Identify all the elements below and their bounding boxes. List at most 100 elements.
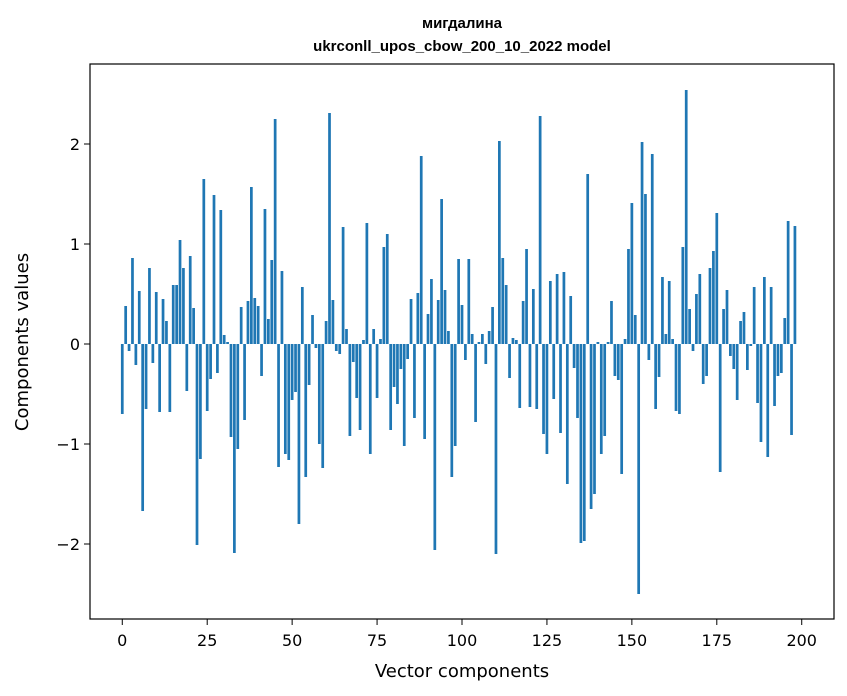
bar-component-83 (402, 344, 406, 446)
bar-component-1 (124, 306, 128, 344)
bar-component-43 (267, 319, 270, 344)
bar-component-86 (413, 344, 416, 418)
bar-component-155 (647, 344, 651, 360)
bar-component-84 (406, 344, 409, 359)
bar-component-22 (195, 344, 199, 545)
bar-component-110 (494, 344, 498, 554)
bar-component-106 (481, 334, 484, 344)
bar-component-78 (385, 234, 389, 344)
bar-component-67 (348, 344, 352, 436)
bar-component-96 (447, 331, 450, 344)
bar-component-20 (188, 256, 192, 344)
bar-component-180 (732, 344, 736, 369)
bar-component-41 (260, 344, 263, 376)
bar-component-97 (450, 344, 454, 477)
bar-component-32 (229, 344, 233, 437)
x-tick-label: 175 (702, 631, 733, 650)
bar-component-69 (355, 344, 359, 398)
bar-component-160 (664, 334, 668, 344)
bar-component-74 (372, 329, 376, 344)
bar-component-39 (253, 298, 257, 344)
bar-component-88 (419, 156, 423, 344)
bar-component-150 (630, 203, 634, 344)
bar-component-117 (518, 344, 522, 408)
y-tick-label: −2 (56, 535, 80, 554)
bar-component-190 (766, 344, 770, 457)
bar-component-48 (283, 344, 287, 454)
bar-component-13 (165, 321, 168, 344)
bar-component-79 (389, 344, 393, 430)
bar-component-27 (212, 195, 216, 344)
bar-component-8 (148, 268, 151, 344)
bar-component-157 (654, 344, 657, 409)
bar-component-194 (779, 344, 783, 373)
bar-component-164 (678, 344, 681, 414)
bar-component-196 (786, 221, 790, 344)
bar-component-30 (222, 335, 226, 344)
bar-component-76 (379, 339, 382, 344)
bar-component-183 (742, 312, 746, 344)
x-axis-label: Vector components (375, 661, 549, 682)
bar-component-40 (256, 306, 260, 344)
bar-component-65 (341, 227, 345, 344)
bar-component-195 (783, 318, 787, 344)
bar-component-146 (616, 344, 620, 380)
bar-component-138 (589, 344, 593, 509)
bar-component-90 (426, 314, 430, 344)
bar-component-166 (684, 90, 688, 344)
bar-component-2 (127, 344, 131, 351)
bar-component-44 (270, 260, 274, 344)
bar-component-147 (620, 344, 624, 474)
bar-component-165 (681, 247, 685, 344)
bar-component-91 (430, 279, 433, 344)
bar-component-35 (239, 307, 243, 344)
bar-component-51 (294, 344, 297, 392)
bar-component-107 (484, 344, 488, 364)
bar-component-185 (749, 344, 753, 346)
bar-component-192 (773, 344, 776, 406)
bar-component-99 (457, 259, 460, 344)
bar-component-80 (392, 344, 396, 387)
bar-component-169 (695, 294, 698, 344)
bar-component-17 (178, 240, 182, 344)
bar-component-56 (311, 315, 314, 344)
bar-component-98 (453, 344, 457, 446)
bar-component-63 (334, 344, 338, 351)
bar-component-102 (467, 259, 471, 344)
bar-component-94 (440, 199, 443, 344)
bar-component-52 (297, 344, 301, 524)
bar-component-92 (433, 344, 437, 550)
bar-component-186 (752, 287, 756, 344)
bar-component-154 (644, 194, 647, 344)
bar-component-16 (175, 285, 178, 344)
bar-component-127 (552, 344, 556, 399)
bar-component-38 (250, 187, 253, 344)
bar-component-62 (331, 300, 335, 344)
bar-component-133 (572, 344, 576, 368)
bar-component-161 (667, 281, 671, 344)
bar-component-172 (705, 344, 708, 376)
bar-component-114 (508, 344, 511, 378)
bar-component-159 (661, 277, 664, 344)
bar-component-132 (569, 296, 573, 344)
bar-component-115 (511, 338, 515, 344)
bar-component-68 (351, 344, 355, 362)
bar-component-75 (375, 344, 379, 398)
bar-component-124 (542, 344, 545, 434)
bar-component-54 (304, 344, 308, 477)
bar-component-89 (423, 344, 426, 439)
x-tick-label: 200 (786, 631, 817, 650)
bar-component-100 (460, 305, 464, 344)
bar-component-184 (746, 344, 749, 370)
bar-component-162 (671, 339, 674, 344)
x-tick-label: 150 (617, 631, 648, 650)
y-tick-label: 0 (70, 335, 80, 354)
bar-component-140 (596, 342, 600, 344)
bar-component-130 (562, 272, 566, 344)
bar-component-5 (137, 291, 141, 344)
y-axis-label: Components values (12, 253, 33, 431)
bar-component-72 (365, 223, 369, 344)
bar-component-108 (487, 331, 491, 344)
bar-component-148 (623, 339, 627, 344)
bar-component-70 (358, 344, 362, 430)
